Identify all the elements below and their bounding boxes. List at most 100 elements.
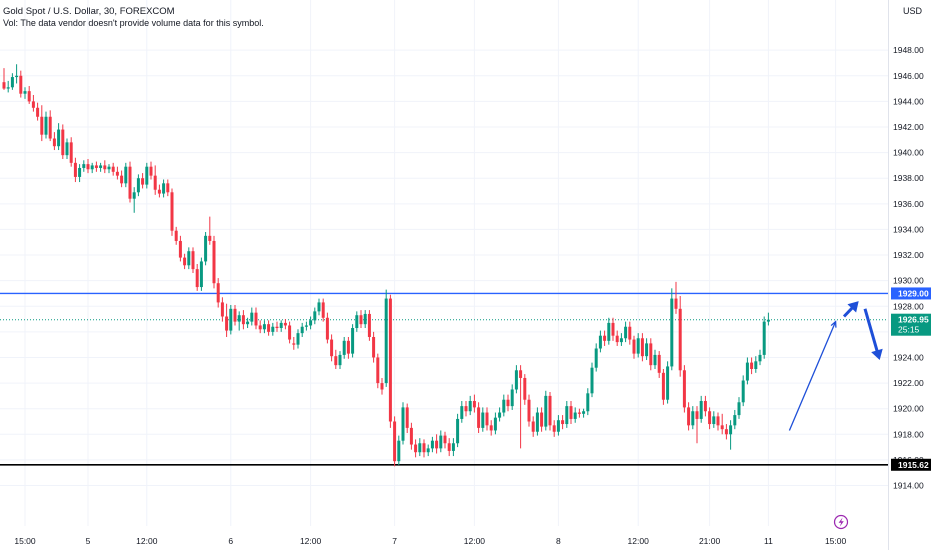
- candle[interactable]: [246, 317, 250, 329]
- candle[interactable]: [468, 395, 472, 416]
- candle[interactable]: [514, 365, 518, 394]
- candle[interactable]: [99, 162, 103, 172]
- candle[interactable]: [493, 412, 497, 435]
- candle[interactable]: [216, 278, 220, 308]
- candle[interactable]: [309, 316, 313, 330]
- candle[interactable]: [460, 401, 464, 423]
- candle[interactable]: [141, 173, 145, 189]
- candle[interactable]: [531, 416, 535, 437]
- candle[interactable]: [195, 264, 199, 291]
- candle[interactable]: [590, 362, 594, 398]
- candle[interactable]: [653, 349, 657, 369]
- candle[interactable]: [111, 162, 115, 176]
- candle[interactable]: [82, 160, 86, 172]
- candle[interactable]: [233, 304, 237, 326]
- candle[interactable]: [544, 390, 548, 431]
- candle[interactable]: [657, 351, 661, 378]
- candle[interactable]: [19, 70, 23, 98]
- candle[interactable]: [720, 413, 724, 435]
- candle[interactable]: [447, 438, 451, 457]
- candle[interactable]: [649, 338, 653, 371]
- candle[interactable]: [162, 179, 166, 198]
- candle[interactable]: [712, 411, 716, 428]
- candle[interactable]: [548, 392, 552, 431]
- candle[interactable]: [31, 94, 35, 112]
- candle[interactable]: [527, 394, 531, 427]
- candle[interactable]: [430, 436, 434, 453]
- candle[interactable]: [153, 165, 157, 195]
- candle[interactable]: [615, 330, 619, 346]
- lightning-icon[interactable]: [833, 514, 849, 530]
- candle[interactable]: [577, 408, 581, 418]
- candle[interactable]: [191, 247, 195, 273]
- candle[interactable]: [670, 288, 674, 371]
- candle[interactable]: [766, 312, 770, 326]
- candle[interactable]: [36, 102, 40, 121]
- candle[interactable]: [607, 317, 611, 345]
- candle[interactable]: [741, 375, 745, 407]
- candle[interactable]: [73, 157, 77, 183]
- candle[interactable]: [212, 235, 216, 289]
- candle[interactable]: [628, 321, 632, 345]
- candle[interactable]: [733, 409, 737, 430]
- candle[interactable]: [342, 336, 346, 359]
- candle[interactable]: [464, 401, 468, 417]
- candle[interactable]: [561, 415, 565, 430]
- candle[interactable]: [10, 73, 14, 90]
- candle[interactable]: [94, 161, 98, 172]
- candle[interactable]: [489, 420, 493, 436]
- candle[interactable]: [439, 430, 443, 453]
- candle[interactable]: [695, 406, 699, 444]
- candle[interactable]: [220, 297, 224, 322]
- candle[interactable]: [632, 335, 636, 359]
- candle[interactable]: [61, 124, 65, 160]
- candle[interactable]: [603, 330, 607, 346]
- candle[interactable]: [708, 407, 712, 430]
- candle[interactable]: [145, 162, 149, 189]
- candle[interactable]: [338, 351, 342, 369]
- candle[interactable]: [166, 179, 170, 197]
- candle[interactable]: [6, 80, 10, 93]
- candle[interactable]: [703, 395, 707, 417]
- candle[interactable]: [48, 110, 52, 142]
- candle[interactable]: [204, 231, 208, 266]
- candle[interactable]: [477, 402, 481, 434]
- candle[interactable]: [258, 320, 262, 334]
- candle[interactable]: [330, 334, 334, 362]
- candle[interactable]: [208, 216, 212, 245]
- candle[interactable]: [65, 138, 69, 160]
- candle[interactable]: [321, 298, 325, 322]
- candle[interactable]: [103, 160, 107, 174]
- candle[interactable]: [241, 310, 245, 330]
- candle[interactable]: [682, 365, 686, 413]
- candle[interactable]: [313, 307, 317, 325]
- candle[interactable]: [451, 438, 455, 457]
- candle[interactable]: [351, 324, 355, 358]
- candle[interactable]: [699, 395, 703, 423]
- candle[interactable]: [661, 368, 665, 405]
- candle[interactable]: [414, 439, 418, 458]
- candle[interactable]: [136, 174, 140, 197]
- candle[interactable]: [78, 164, 82, 183]
- candle[interactable]: [758, 349, 762, 366]
- candle[interactable]: [586, 388, 590, 416]
- candle[interactable]: [666, 361, 670, 404]
- candle[interactable]: [237, 311, 241, 331]
- candle[interactable]: [481, 407, 485, 432]
- candle[interactable]: [27, 86, 31, 104]
- candle[interactable]: [472, 394, 476, 413]
- candle[interactable]: [250, 307, 254, 326]
- candle[interactable]: [422, 439, 426, 458]
- candle[interactable]: [737, 397, 741, 419]
- candle[interactable]: [691, 406, 695, 430]
- candle[interactable]: [187, 247, 191, 270]
- candle[interactable]: [15, 64, 19, 84]
- candle[interactable]: [149, 161, 153, 180]
- candle[interactable]: [598, 330, 602, 353]
- candle[interactable]: [418, 438, 422, 457]
- candle[interactable]: [157, 184, 161, 198]
- candle[interactable]: [724, 424, 728, 440]
- candle[interactable]: [636, 333, 640, 358]
- candle[interactable]: [376, 353, 380, 389]
